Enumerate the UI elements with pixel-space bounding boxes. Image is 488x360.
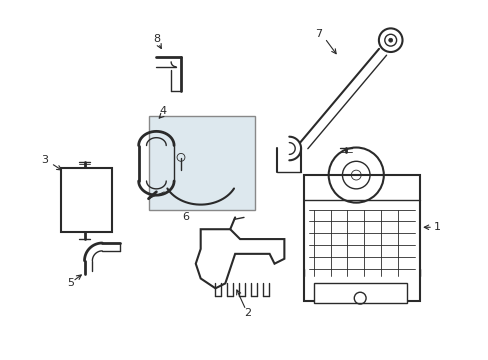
Text: 4: 4 bbox=[160, 106, 166, 116]
Text: 2: 2 bbox=[244, 308, 251, 318]
Bar bbox=[313, 283, 407, 303]
Text: 8: 8 bbox=[153, 34, 160, 44]
Text: 7: 7 bbox=[315, 29, 322, 39]
Text: 6: 6 bbox=[182, 212, 189, 222]
Bar bbox=[304, 175, 419, 301]
Polygon shape bbox=[149, 116, 254, 210]
Circle shape bbox=[388, 38, 392, 42]
Text: 3: 3 bbox=[41, 155, 48, 165]
Text: 1: 1 bbox=[432, 222, 440, 232]
Bar bbox=[61, 168, 112, 232]
Text: 5: 5 bbox=[67, 278, 74, 288]
